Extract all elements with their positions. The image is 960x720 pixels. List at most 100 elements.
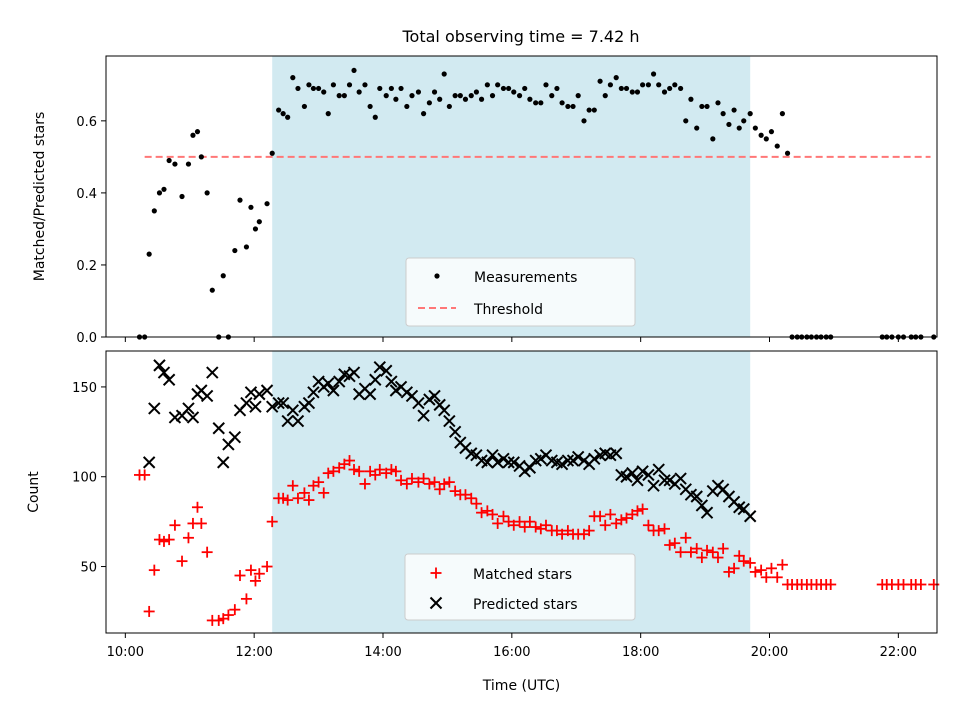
predicted-star-point-b bbox=[272, 396, 285, 410]
measurement-point bbox=[602, 93, 608, 99]
predicted-star-point-b bbox=[162, 373, 176, 386]
measurement-point bbox=[367, 103, 373, 110]
matched-star-point bbox=[465, 492, 477, 504]
measurement-point bbox=[495, 82, 501, 88]
predicted-star-point bbox=[186, 411, 200, 424]
matched-star-point bbox=[395, 474, 407, 486]
measurement-point bbox=[190, 132, 196, 138]
measurement-point bbox=[565, 103, 571, 110]
predicted-star-point bbox=[281, 414, 294, 428]
predicted-star-point-b bbox=[700, 506, 714, 519]
matched-star-point bbox=[222, 609, 234, 621]
predicted-star-point-b bbox=[322, 377, 335, 390]
predicted-star-point bbox=[228, 431, 242, 444]
measurement-point bbox=[426, 100, 432, 106]
predicted-star-point-b bbox=[620, 470, 633, 483]
predicted-star-point bbox=[327, 384, 340, 397]
matched-star-point bbox=[621, 512, 633, 524]
matched-star-point bbox=[191, 501, 203, 513]
measurement-point bbox=[315, 85, 322, 92]
measurement-point bbox=[437, 96, 443, 102]
measurement-point bbox=[172, 161, 178, 167]
counts-y-ticks: 50 100 150 bbox=[72, 381, 106, 576]
predicted-star-point-b bbox=[253, 387, 266, 401]
predicted-star-point bbox=[674, 472, 687, 485]
matched-star-point bbox=[298, 487, 310, 499]
measurement-point bbox=[715, 100, 721, 106]
legend-marker-predicted-stars bbox=[429, 596, 443, 610]
measurement-point bbox=[198, 154, 204, 160]
predicted-star-point-b bbox=[217, 456, 230, 469]
predicted-star-point-b bbox=[631, 474, 644, 487]
measurement-point bbox=[290, 75, 296, 81]
predicted-star-point-b bbox=[394, 380, 408, 394]
matched-star-point bbox=[755, 564, 767, 576]
measurement-point bbox=[441, 71, 447, 77]
y-tick-label: 0.4 bbox=[76, 187, 97, 202]
measurement-point bbox=[420, 111, 427, 117]
measurement-point bbox=[597, 78, 603, 84]
matched-star-point bbox=[669, 537, 681, 549]
measurement-point bbox=[321, 89, 327, 95]
predicted-star-point-b bbox=[690, 490, 703, 503]
x-tick-label: 10:00 bbox=[107, 645, 144, 660]
predicted-star-point-b bbox=[486, 448, 499, 462]
predicted-star-point bbox=[690, 490, 703, 503]
predicted-star-point bbox=[347, 366, 361, 379]
ratio-x-ticks bbox=[124, 337, 899, 342]
predicted-star-point bbox=[647, 479, 660, 492]
predicted-star-point bbox=[502, 456, 515, 469]
predicted-star-point-b bbox=[652, 463, 665, 476]
legend-label-matched-stars: Matched stars bbox=[473, 567, 572, 583]
predicted-star-point-b bbox=[332, 375, 346, 388]
legend-plus bbox=[430, 567, 442, 579]
matched-star-point bbox=[303, 494, 315, 506]
measurement-point bbox=[516, 93, 523, 99]
matched-star-point bbox=[664, 539, 676, 551]
predicted-star-point bbox=[369, 373, 382, 386]
predicted-star-point-b bbox=[281, 414, 294, 428]
matched-star-point bbox=[524, 516, 536, 528]
predicted-star-point-b bbox=[369, 373, 382, 386]
predicted-star-point bbox=[609, 447, 623, 460]
predicted-star-point bbox=[240, 396, 253, 410]
matched-star-point bbox=[163, 534, 175, 546]
measurement-point bbox=[232, 247, 238, 254]
measurement-point bbox=[146, 251, 152, 257]
matched-star-point bbox=[143, 605, 155, 617]
matched-star-point bbox=[776, 559, 788, 571]
predicted-star-point-b bbox=[743, 510, 757, 523]
predicted-star-point bbox=[217, 456, 230, 469]
predicted-star-point-b bbox=[497, 452, 510, 465]
matched-star-point bbox=[322, 467, 334, 479]
matched-star-point bbox=[519, 521, 531, 533]
matched-star-point bbox=[390, 465, 402, 477]
measurement-point bbox=[446, 103, 452, 110]
measurement-point bbox=[264, 201, 270, 207]
measurement-point bbox=[629, 89, 635, 95]
measurement-point bbox=[377, 85, 383, 92]
x-tick-label: 12:00 bbox=[235, 645, 272, 660]
predicted-star-point-b bbox=[599, 447, 612, 460]
y-tick-label: 0.0 bbox=[76, 331, 97, 346]
measurement-point bbox=[640, 82, 646, 88]
predicted-star-point bbox=[291, 414, 305, 428]
matched-star-point bbox=[229, 604, 241, 616]
x-axis-label: Time (UTC) bbox=[482, 678, 560, 694]
matched-star-point bbox=[401, 478, 413, 490]
x-tick-label: 14:00 bbox=[364, 645, 401, 660]
y-tick-label: 50 bbox=[80, 561, 97, 576]
counts-legend-box bbox=[404, 553, 636, 621]
matched-star-point bbox=[249, 575, 261, 587]
predicted-star-point-b bbox=[307, 386, 320, 399]
predicted-star-point-b bbox=[428, 389, 441, 403]
measurement-point bbox=[457, 93, 463, 99]
predicted-star-point-b bbox=[363, 387, 377, 401]
measurement-point bbox=[527, 96, 533, 102]
predicted-star-point-b bbox=[626, 466, 639, 480]
predicted-star-point-b bbox=[459, 441, 472, 455]
measurement-point bbox=[694, 125, 700, 131]
predicted-star-point-b bbox=[302, 396, 316, 410]
matched-star-point bbox=[712, 552, 724, 564]
measurement-point bbox=[678, 85, 684, 92]
